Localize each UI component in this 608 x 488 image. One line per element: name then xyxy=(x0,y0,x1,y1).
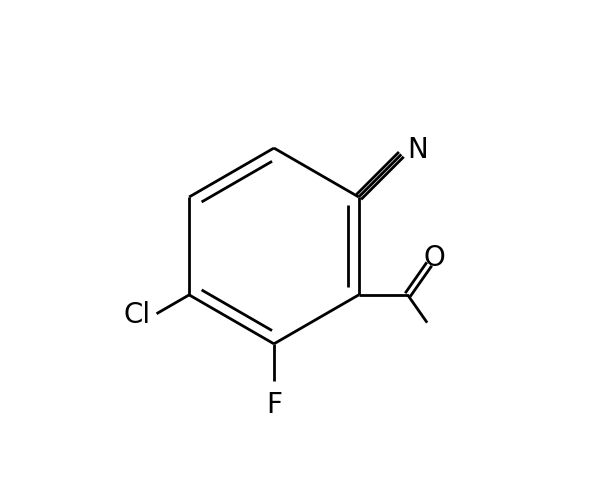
Text: N: N xyxy=(407,135,428,163)
Text: Cl: Cl xyxy=(124,300,151,328)
Text: O: O xyxy=(424,243,445,271)
Text: F: F xyxy=(266,390,282,418)
